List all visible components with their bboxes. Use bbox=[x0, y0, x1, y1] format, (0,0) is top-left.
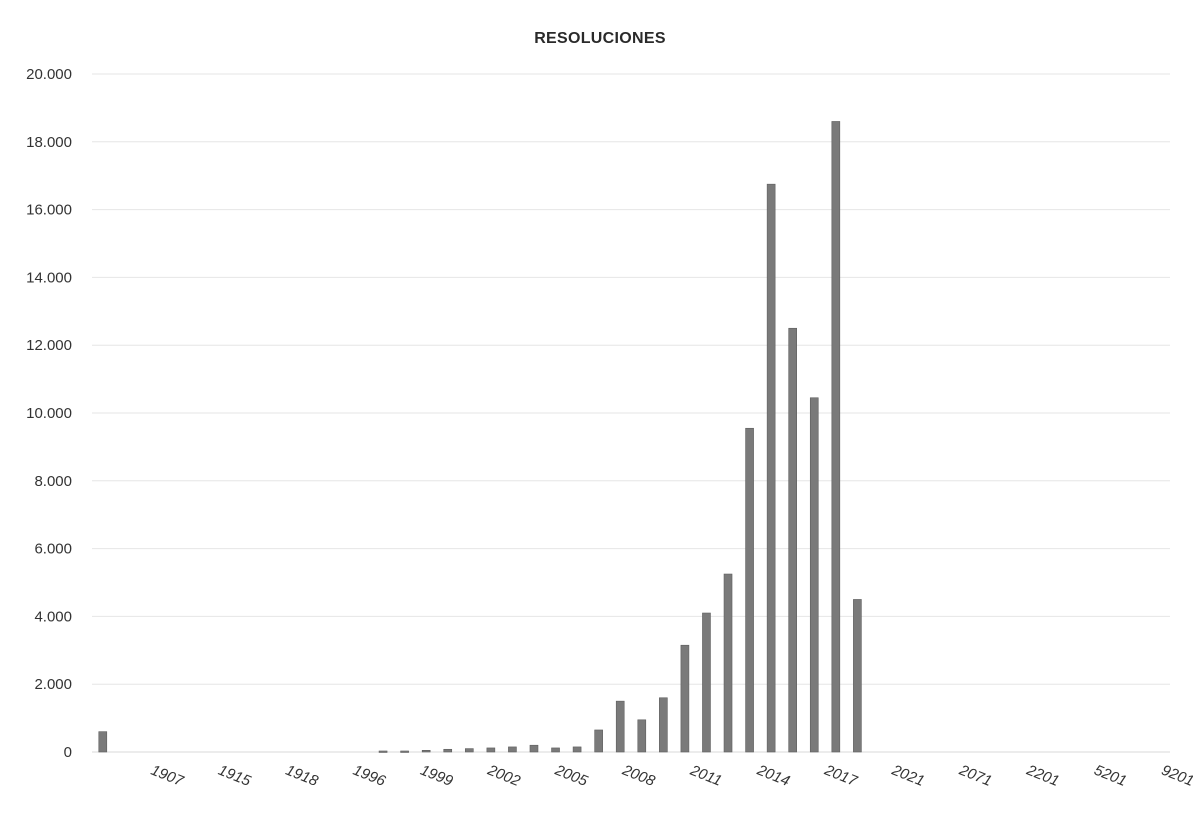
bar bbox=[766, 183, 776, 753]
x-axis-ticks: 1907 1915 1918 1996 1999 2002 2005 2008 2011 2014… bbox=[148, 761, 1193, 790]
x-tick-label: 1996 bbox=[351, 762, 389, 791]
bar bbox=[809, 397, 819, 753]
y-tick-label: 16.000 bbox=[26, 202, 72, 219]
x-tick-label: 2014 bbox=[754, 761, 792, 790]
x-tick-label: 1999 bbox=[418, 762, 456, 791]
y-tick-label: 12.000 bbox=[26, 337, 72, 354]
x-tick-label: 2071 bbox=[956, 761, 994, 790]
y-tick-label: 8.000 bbox=[34, 473, 72, 490]
y-tick-label: 10.000 bbox=[26, 405, 72, 422]
x-tick-label: 2005 bbox=[552, 761, 591, 790]
bar bbox=[659, 697, 668, 753]
bar bbox=[831, 121, 841, 753]
bar bbox=[421, 750, 431, 753]
y-tick-label: 6.000 bbox=[34, 541, 72, 558]
bar bbox=[615, 700, 625, 753]
bar bbox=[637, 719, 647, 753]
bar bbox=[680, 644, 690, 753]
bar bbox=[594, 729, 603, 753]
bar bbox=[378, 750, 388, 753]
y-tick-label: 18.000 bbox=[26, 134, 72, 151]
y-tick-label: 0 bbox=[64, 744, 72, 761]
x-tick-label: 2002 bbox=[484, 761, 523, 790]
bar bbox=[853, 599, 862, 753]
bar bbox=[508, 746, 517, 753]
x-tick-label: 2201 bbox=[1023, 761, 1061, 790]
x-tick-label: 2011 bbox=[687, 762, 724, 790]
bar bbox=[400, 750, 409, 753]
bar bbox=[572, 746, 582, 753]
y-tick-label: 14.000 bbox=[26, 269, 72, 286]
x-tick-label: 1918 bbox=[283, 762, 321, 791]
x-tick-label: 9201 bbox=[1159, 762, 1193, 790]
x-tick-label: 2008 bbox=[619, 761, 658, 790]
bars bbox=[98, 121, 862, 753]
bar bbox=[464, 748, 474, 753]
bar bbox=[98, 731, 108, 753]
y-axis-ticks: 0 2.000 4.000 6.000 8.000 10.000 12.000 14.000 1… bbox=[26, 66, 72, 761]
gridlines bbox=[92, 73, 1170, 753]
bar bbox=[745, 427, 754, 753]
chart-title: RESOLUCIONES bbox=[534, 30, 666, 47]
y-tick-label: 20.000 bbox=[26, 66, 72, 83]
bar bbox=[529, 744, 539, 753]
x-tick-label: 2017 bbox=[821, 761, 860, 790]
x-tick-label: 1915 bbox=[216, 762, 254, 791]
x-tick-label: 2021 bbox=[889, 761, 927, 790]
bar bbox=[486, 747, 496, 753]
y-tick-label: 2.000 bbox=[34, 676, 72, 693]
y-tick-label: 4.000 bbox=[34, 608, 72, 625]
bar bbox=[551, 747, 560, 753]
x-tick-label: 5201 bbox=[1092, 762, 1129, 790]
bar bbox=[702, 612, 711, 753]
bar bbox=[788, 327, 798, 753]
x-tick-label: 1907 bbox=[148, 762, 186, 791]
bar bbox=[443, 748, 453, 753]
bar bbox=[723, 573, 733, 753]
